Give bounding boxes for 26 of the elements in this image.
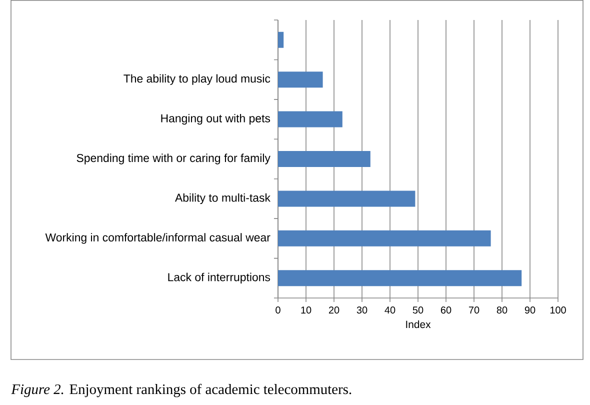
bar — [278, 111, 342, 128]
y-tick-label: Spending time with or caring for family — [76, 154, 270, 164]
bar — [278, 32, 284, 48]
text: Figure 2. Enjoyment rankings of academic telecommuters. — [11, 384, 352, 398]
bar — [278, 270, 522, 286]
x-tick-label: 90 — [524, 306, 536, 314]
x-tick-label: 70 — [468, 306, 480, 314]
x-tick-label: 60 — [440, 306, 452, 314]
bar — [278, 230, 491, 246]
y-tick-label: Hanging out with pets — [161, 114, 270, 125]
bar — [278, 190, 416, 207]
x-tick-label: 100 — [550, 306, 566, 314]
y-tick-label: Working in comfortable/informal casual wear — [45, 233, 270, 244]
x-tick-label: 10 — [301, 306, 312, 314]
x-tick-label: 30 — [356, 306, 368, 314]
bar — [278, 72, 323, 88]
x-tick-label: 0 — [276, 306, 280, 314]
y-tick-label: The ability to play loud music — [124, 74, 270, 85]
y-tick-label: Lack of interruptions — [168, 272, 270, 284]
bar — [278, 151, 370, 168]
y-tick-label: Ability to multi-task — [174, 193, 270, 204]
x-tick-label: 50 — [412, 306, 424, 314]
x-tick-label: 20 — [328, 306, 340, 314]
x-tick-label: 80 — [496, 306, 508, 314]
x-tick-label: 40 — [384, 306, 396, 314]
x-axis-title: Index — [406, 320, 431, 328]
